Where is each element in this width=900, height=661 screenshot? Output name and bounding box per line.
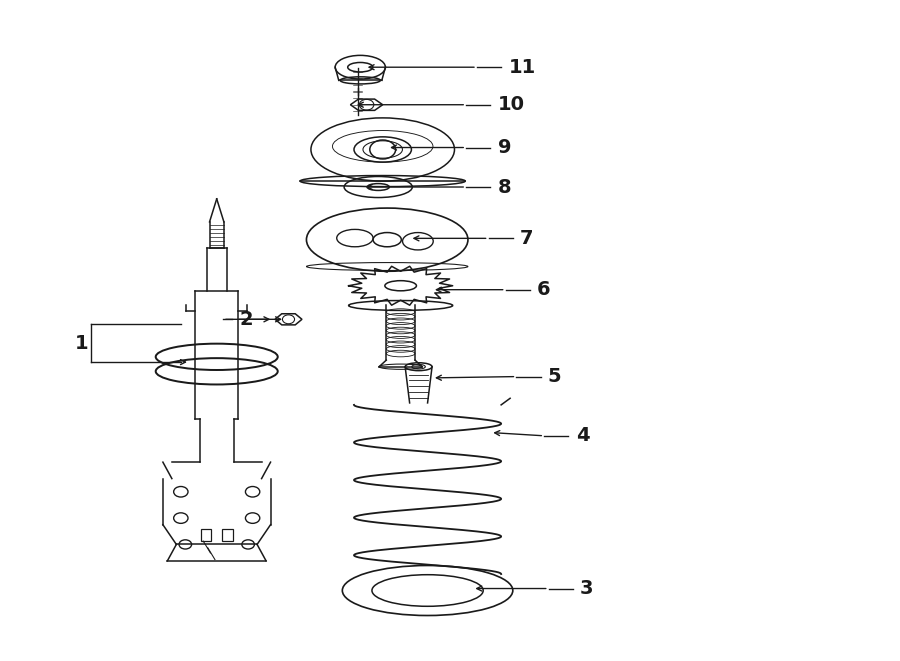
Text: 11: 11 [508, 58, 536, 77]
Text: 8: 8 [498, 178, 511, 196]
Text: 5: 5 [548, 367, 562, 386]
Polygon shape [350, 99, 382, 110]
Text: 3: 3 [580, 579, 594, 598]
Text: 4: 4 [576, 426, 590, 446]
Bar [201, 529, 212, 541]
Text: 9: 9 [498, 138, 511, 157]
Polygon shape [275, 314, 302, 325]
Text: 6: 6 [537, 280, 551, 299]
Text: 7: 7 [520, 229, 534, 248]
Text: 1: 1 [75, 334, 88, 353]
Bar [222, 529, 233, 541]
Text: 2: 2 [239, 310, 253, 329]
Text: 10: 10 [498, 95, 525, 114]
